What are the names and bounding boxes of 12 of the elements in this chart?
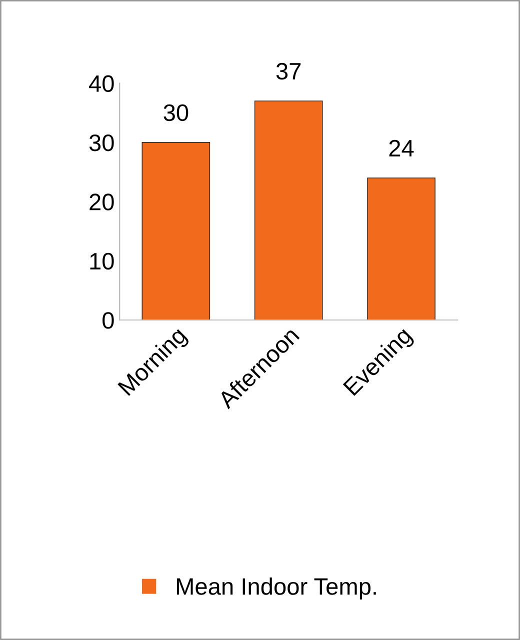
y-tick-label: 30 [89,134,114,152]
data-label: 30 [164,104,188,122]
legend-label: Mean Indoor Temp. [176,578,376,600]
y-tick-label: 0 [102,312,114,329]
data-label: 24 [389,140,414,156]
data-label: 37 [276,62,301,80]
y-tick-label: 20 [90,194,114,210]
y-tick-label: 10 [90,252,114,270]
bar [367,178,436,320]
bar [142,142,210,320]
bar [254,100,323,320]
y-tick-label: 40 [89,75,114,92]
